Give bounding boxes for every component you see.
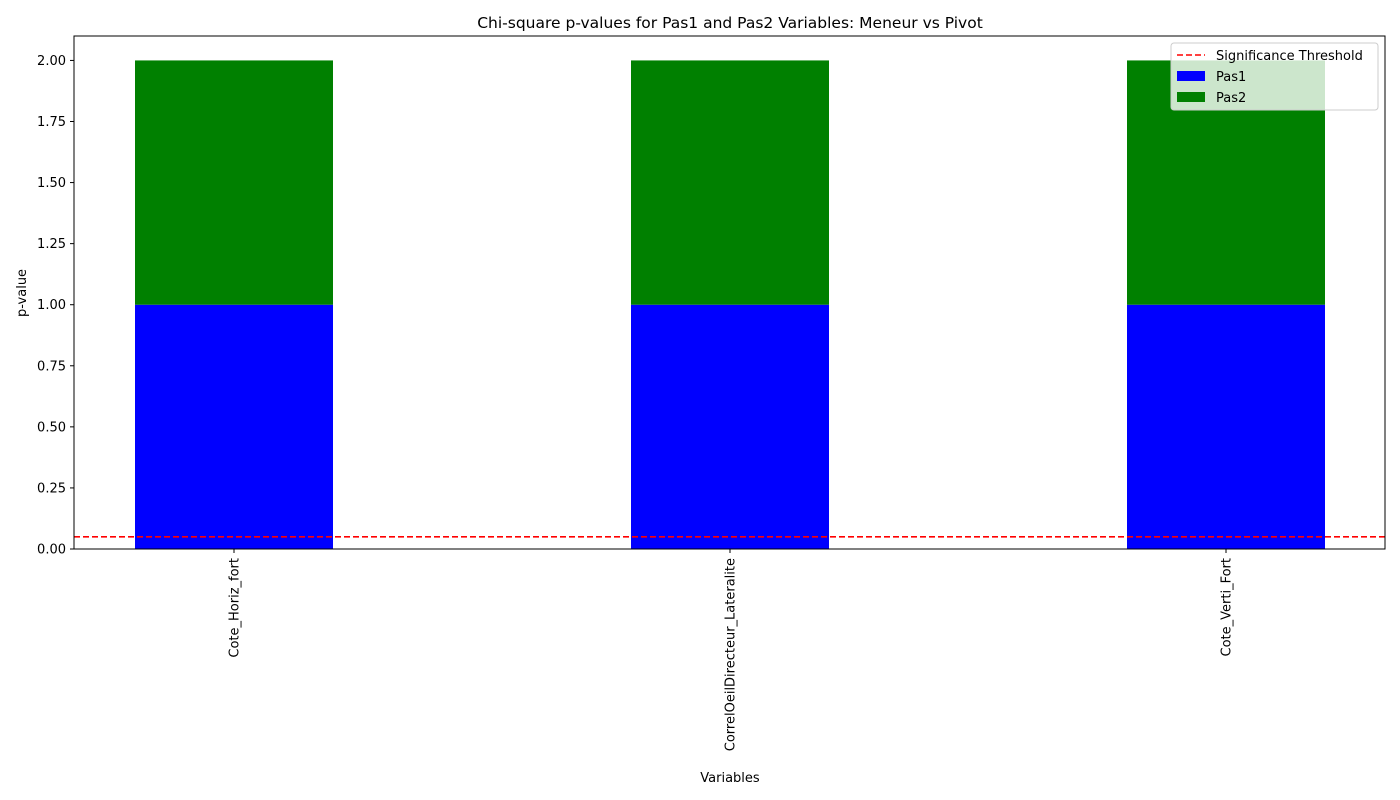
y-axis: 0.00 0.25 0.50 0.75 1.00 1.25 1.50 1.75 2.00 xyxy=(37,54,74,558)
bar-pas2-1 xyxy=(631,60,829,305)
y-tick-label: 1.75 xyxy=(37,115,66,130)
y-tick-label: 0.75 xyxy=(37,359,66,374)
bar-pas1-1 xyxy=(631,304,829,549)
bar-pas1-0 xyxy=(135,304,333,549)
legend-threshold-label: Significance Threshold xyxy=(1216,49,1363,64)
x-tick-label: Cote_Horiz_fort xyxy=(228,558,243,658)
x-axis: Cote_Horiz_fort CorrelOeilDirecteur_Later… xyxy=(228,549,1235,751)
legend: Significance Threshold Pas1 Pas2 xyxy=(1170,42,1379,111)
plot-area xyxy=(74,60,1385,549)
legend-swatch-pas1 xyxy=(1177,71,1205,81)
y-tick-label: 1.00 xyxy=(37,298,66,313)
x-axis-label: Variables xyxy=(700,771,760,786)
y-tick-label: 1.50 xyxy=(37,176,66,191)
y-tick-label: 0.50 xyxy=(37,420,66,435)
legend-label-pas1: Pas1 xyxy=(1216,70,1246,85)
y-tick-label: 1.25 xyxy=(37,237,66,252)
x-tick-label: Cote_Verti_Fort xyxy=(1220,558,1235,656)
x-tick-label: CorrelOeilDirecteur_Lateralite xyxy=(724,558,739,751)
legend-swatch-pas2 xyxy=(1177,92,1205,102)
legend-label-pas2: Pas2 xyxy=(1216,91,1246,106)
y-tick-label: 2.00 xyxy=(37,54,66,69)
legend-box xyxy=(1170,42,1379,111)
y-axis-label: p-value xyxy=(15,269,30,317)
y-tick-label: 0.25 xyxy=(37,481,66,496)
y-tick-label: 0.00 xyxy=(37,543,66,558)
bar-pas1-2 xyxy=(1127,304,1325,549)
chart-title: Chi-square p-values for Pas1 and Pas2 Va… xyxy=(477,14,983,32)
bar-pas2-0 xyxy=(135,60,333,305)
